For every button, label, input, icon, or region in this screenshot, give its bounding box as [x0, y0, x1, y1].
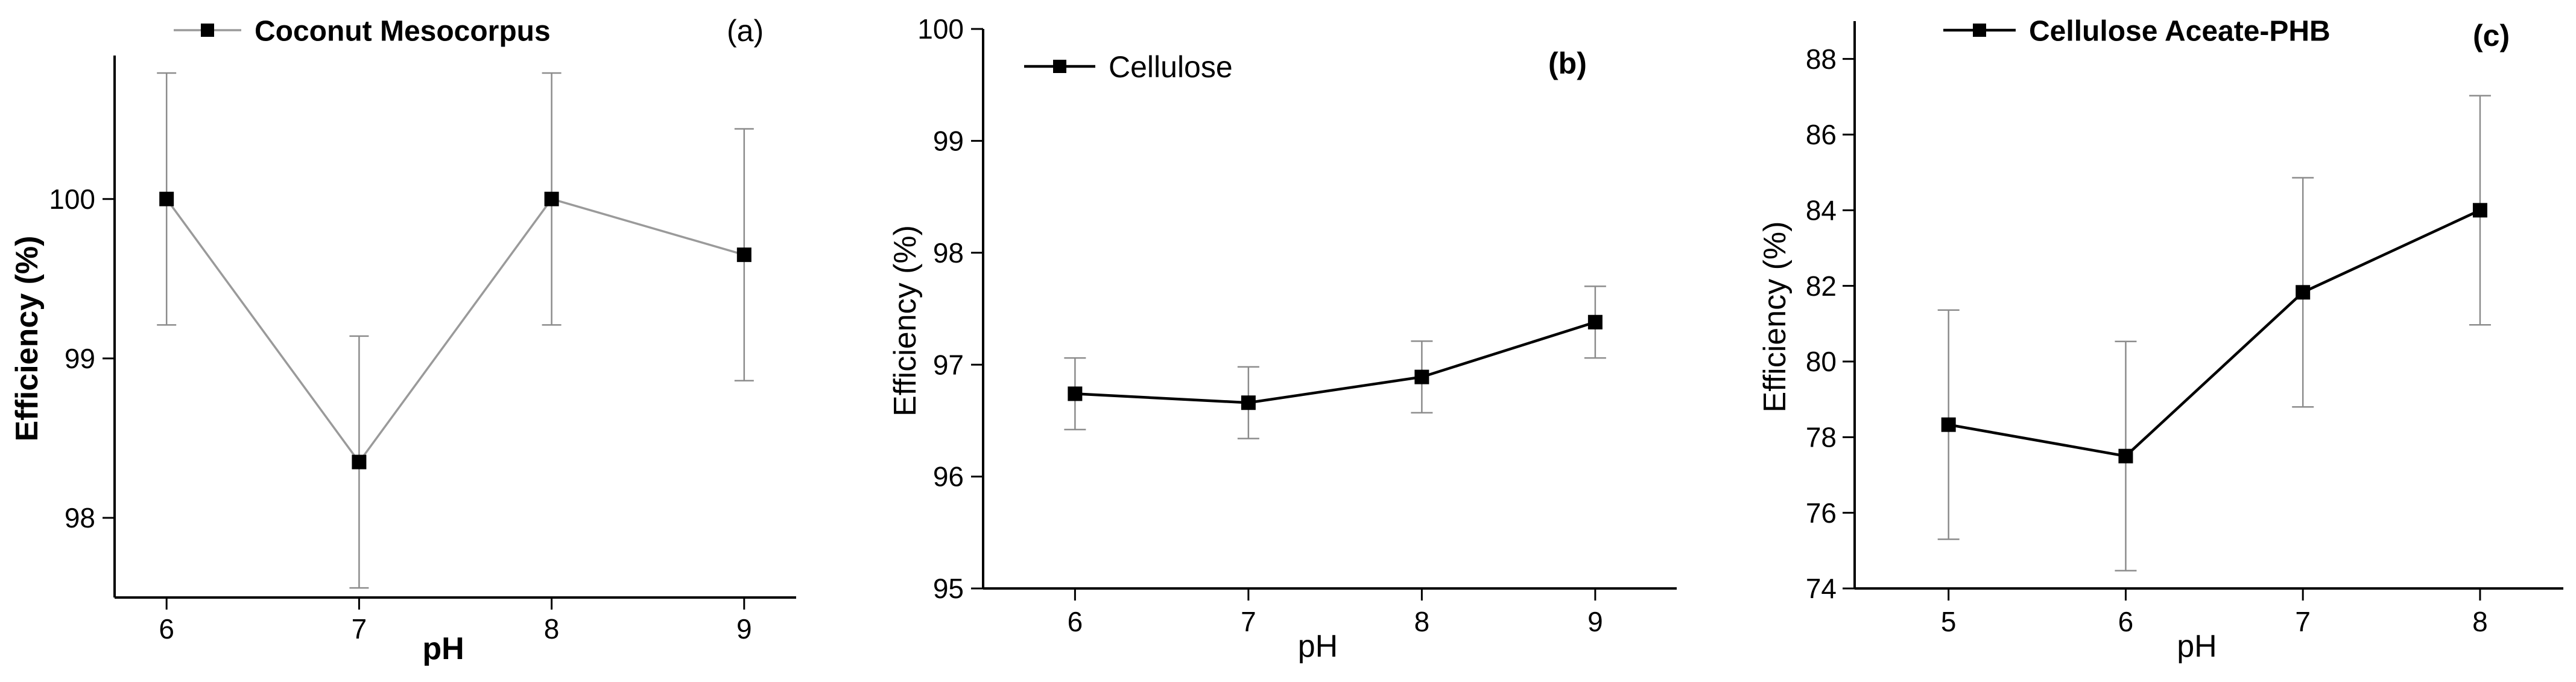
y-axis-title: Efficiency (%) — [1758, 221, 1793, 413]
data-point-marker — [1241, 395, 1256, 410]
legend-label: Cellulose — [1109, 50, 1233, 84]
y-tick-label: 98 — [65, 502, 95, 534]
x-tick-label: 5 — [1941, 606, 1957, 637]
y-tick-label: 96 — [933, 461, 964, 492]
data-point-marker — [1414, 369, 1429, 384]
y-tick-label: 78 — [1806, 421, 1837, 453]
x-tick-label: 9 — [736, 613, 752, 645]
y-tick-label: 74 — [1806, 573, 1837, 604]
x-tick-label: 6 — [2118, 606, 2134, 637]
x-axis-title: pH — [2177, 629, 2217, 664]
data-point-marker — [1587, 314, 1603, 330]
y-tick-label: 88 — [1806, 43, 1837, 75]
y-tick-label: 99 — [65, 343, 95, 374]
data-point-marker — [544, 191, 559, 206]
y-tick-label: 76 — [1806, 497, 1837, 529]
x-tick-label: 6 — [159, 613, 174, 645]
y-tick-label: 95 — [933, 573, 964, 604]
legend-marker — [201, 24, 214, 37]
x-axis-title: pH — [1298, 629, 1338, 664]
data-point-marker — [2118, 448, 2133, 464]
series-line — [1075, 320, 1596, 404]
data-point-marker — [736, 247, 752, 263]
data-point-marker — [2472, 203, 2487, 218]
x-tick-label: 6 — [1068, 606, 1083, 637]
y-tick-label: 99 — [933, 126, 964, 157]
x-tick-label: 8 — [1414, 606, 1430, 637]
data-point-marker — [352, 454, 367, 470]
chart-panel-b: 95 96 97 98 99 100 6 7 8 9 Efficiency (%) pH Cellulo… — [888, 13, 1677, 664]
y-tick-label: 84 — [1806, 194, 1837, 226]
legend-label: Cellulose Aceate-PHB — [2029, 15, 2331, 47]
panel-label: (c) — [2473, 19, 2510, 53]
panel-label: (b) — [1548, 46, 1587, 80]
y-tick-label: 97 — [933, 349, 964, 380]
y-tick-label: 80 — [1806, 346, 1837, 377]
panel-label: (a) — [727, 14, 764, 48]
y-tick-label: 98 — [933, 237, 964, 269]
legend: Cellulose — [1024, 50, 1233, 84]
legend: Coconut Mesocorpus — [174, 15, 551, 47]
legend-marker — [1053, 60, 1066, 73]
data-point-marker — [2296, 285, 2311, 300]
chart-panel-a: 98 99 100 6 7 8 9 Efficiency (%) pH Coconut Mesoc… — [10, 14, 796, 666]
x-tick-label: 7 — [1241, 606, 1256, 637]
data-point-marker — [1941, 417, 1956, 432]
x-axis-title: pH — [422, 631, 464, 666]
y-axis-title: Efficiency (%) — [888, 225, 923, 416]
data-point-marker — [159, 191, 174, 206]
x-tick-label: 8 — [544, 613, 560, 645]
y-tick-label: 100 — [917, 13, 964, 45]
y-axis-title: Efficiency (%) — [10, 236, 45, 442]
legend-marker — [1973, 24, 1986, 37]
y-tick-label: 100 — [49, 183, 95, 215]
legend: Cellulose Aceate-PHB — [1943, 15, 2331, 47]
legend-label: Coconut Mesocorpus — [255, 15, 551, 47]
x-tick-label: 9 — [1587, 606, 1603, 637]
x-tick-label: 8 — [2472, 606, 2488, 637]
data-point-marker — [1068, 386, 1083, 401]
y-tick-label: 86 — [1806, 119, 1837, 150]
x-tick-label: 7 — [352, 613, 367, 645]
x-tick-label: 7 — [2295, 606, 2311, 637]
series-line — [1948, 209, 2481, 458]
series-line — [165, 197, 745, 464]
y-tick-label: 82 — [1806, 270, 1837, 302]
